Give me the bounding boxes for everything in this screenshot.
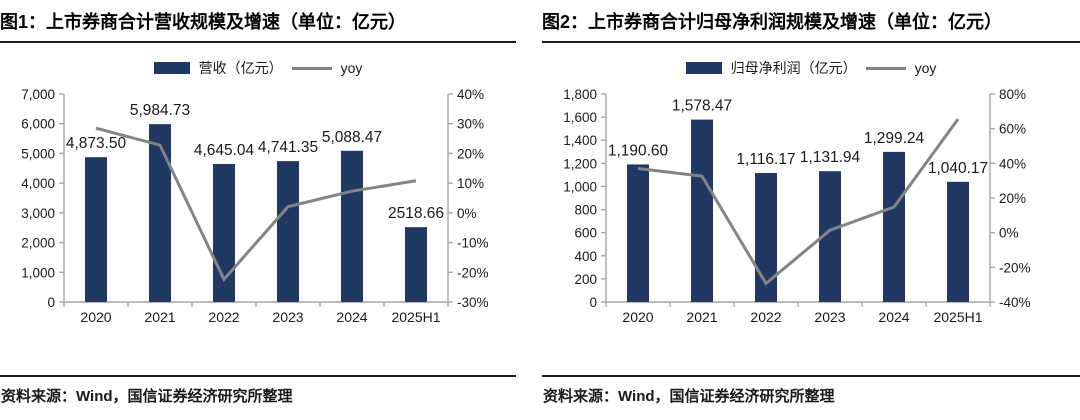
svg-text:20%: 20% (999, 191, 1026, 206)
svg-text:30%: 30% (457, 117, 484, 132)
svg-text:60%: 60% (999, 122, 1026, 137)
svg-text:2025H1: 2025H1 (933, 309, 982, 325)
figure-1-bottom-rule (0, 375, 516, 377)
svg-text:2022: 2022 (208, 309, 239, 325)
svg-text:7,000: 7,000 (21, 87, 55, 102)
line-series-swatch (865, 66, 906, 70)
svg-text:40%: 40% (457, 87, 484, 102)
net-profit-bar-line-chart: 0 200 400 600 800 1,000 1,200 1,400 1,600 1,800 -4… (563, 87, 1031, 325)
svg-text:-20%: -20% (999, 260, 1031, 275)
figure-1-source: 资料来源：Wind，国信证券经济研究所整理 (1, 388, 293, 405)
svg-text:0%: 0% (457, 206, 477, 221)
svg-text:0%: 0% (999, 226, 1019, 241)
svg-text:4,645.04: 4,645.04 (194, 142, 255, 159)
svg-text:0: 0 (589, 295, 597, 310)
figure-2-legend: 归母净利润（亿元） yoy (542, 58, 1080, 78)
svg-text:2023: 2023 (814, 309, 845, 325)
svg-text:4,873.50: 4,873.50 (66, 135, 127, 152)
figure-2-panel: 图2：上市券商合计归母净利润规模及增速（单位：亿元） 归母净利润（亿元） yoy… (542, 0, 1080, 420)
svg-text:6,000: 6,000 (21, 117, 55, 132)
svg-text:5,088.47: 5,088.47 (322, 129, 382, 146)
svg-text:800: 800 (574, 203, 597, 218)
svg-text:5,000: 5,000 (21, 146, 55, 161)
bar-series-swatch (685, 62, 722, 74)
svg-text:-40%: -40% (999, 295, 1031, 310)
svg-text:-30%: -30% (457, 295, 489, 310)
svg-text:1,116.17: 1,116.17 (736, 151, 795, 168)
svg-text:200: 200 (574, 272, 597, 287)
svg-text:1,600: 1,600 (563, 110, 597, 125)
figure-1-title: 图1：上市券商合计营收规模及增速（单位：亿元） (0, 12, 407, 32)
svg-text:-10%: -10% (457, 236, 489, 251)
svg-text:2024: 2024 (878, 309, 909, 325)
svg-text:2020: 2020 (622, 309, 653, 325)
figure-2-source: 资料来源：Wind，国信证券经济研究所整理 (543, 388, 835, 405)
svg-text:80%: 80% (999, 87, 1026, 102)
bar-series-label: 归母净利润（亿元） (730, 60, 857, 76)
svg-text:2021: 2021 (144, 309, 175, 325)
figure-1-legend: 营收（亿元） yoy (0, 58, 516, 78)
figure-1-title-rule (0, 41, 516, 43)
svg-text:2022: 2022 (750, 309, 781, 325)
svg-text:-20%: -20% (457, 265, 489, 280)
figure-2-bottom-rule (542, 375, 1080, 377)
svg-text:2023: 2023 (272, 309, 303, 325)
svg-text:4,741.35: 4,741.35 (258, 139, 318, 156)
revenue-bar-line-chart: 0 1,000 2,000 3,000 4,000 5,000 6,000 7,000 -30%… (21, 87, 489, 325)
svg-text:1,800: 1,800 (563, 87, 597, 102)
figure-2-title-rule (542, 41, 1080, 43)
svg-text:1,040.17: 1,040.17 (928, 160, 988, 177)
svg-text:2,000: 2,000 (21, 236, 55, 251)
svg-text:1,400: 1,400 (563, 133, 597, 148)
svg-text:1,299.24: 1,299.24 (864, 130, 925, 147)
svg-text:1,200: 1,200 (563, 156, 597, 171)
svg-text:1,131.94: 1,131.94 (800, 149, 861, 166)
svg-text:5,984.73: 5,984.73 (130, 102, 190, 119)
line-series-label: yoy (914, 60, 937, 76)
svg-text:2025H1: 2025H1 (391, 309, 440, 325)
svg-text:3,000: 3,000 (21, 206, 55, 221)
bar-series-swatch (153, 62, 190, 74)
svg-text:10%: 10% (457, 176, 484, 191)
svg-text:2518.66: 2518.66 (388, 205, 444, 222)
svg-text:400: 400 (574, 249, 597, 264)
figure-2-title: 图2：上市券商合计归母净利润规模及增速（单位：亿元） (542, 12, 1003, 32)
svg-text:1,000: 1,000 (563, 179, 597, 194)
svg-text:1,578.47: 1,578.47 (672, 98, 732, 115)
svg-text:2021: 2021 (686, 309, 717, 325)
svg-text:2024: 2024 (336, 309, 367, 325)
figure-1-footer: 资料来源：Wind，国信证券经济研究所整理 (0, 375, 516, 406)
figure-1-panel: 图1：上市券商合计营收规模及增速（单位：亿元） 营收（亿元） yoy 0 1,00… (0, 0, 516, 420)
svg-text:2020: 2020 (80, 309, 111, 325)
svg-text:4,000: 4,000 (21, 176, 55, 191)
figure-2-footer: 资料来源：Wind，国信证券经济研究所整理 (542, 375, 1080, 406)
svg-text:1,190.60: 1,190.60 (608, 142, 669, 159)
svg-text:1,000: 1,000 (21, 265, 55, 280)
svg-text:600: 600 (574, 226, 597, 241)
svg-text:0: 0 (47, 295, 55, 310)
svg-text:20%: 20% (457, 146, 484, 161)
line-series-label: yoy (340, 60, 363, 76)
line-series-swatch (291, 66, 332, 70)
svg-text:40%: 40% (999, 156, 1026, 171)
bar-series-label: 营收（亿元） (198, 60, 283, 76)
